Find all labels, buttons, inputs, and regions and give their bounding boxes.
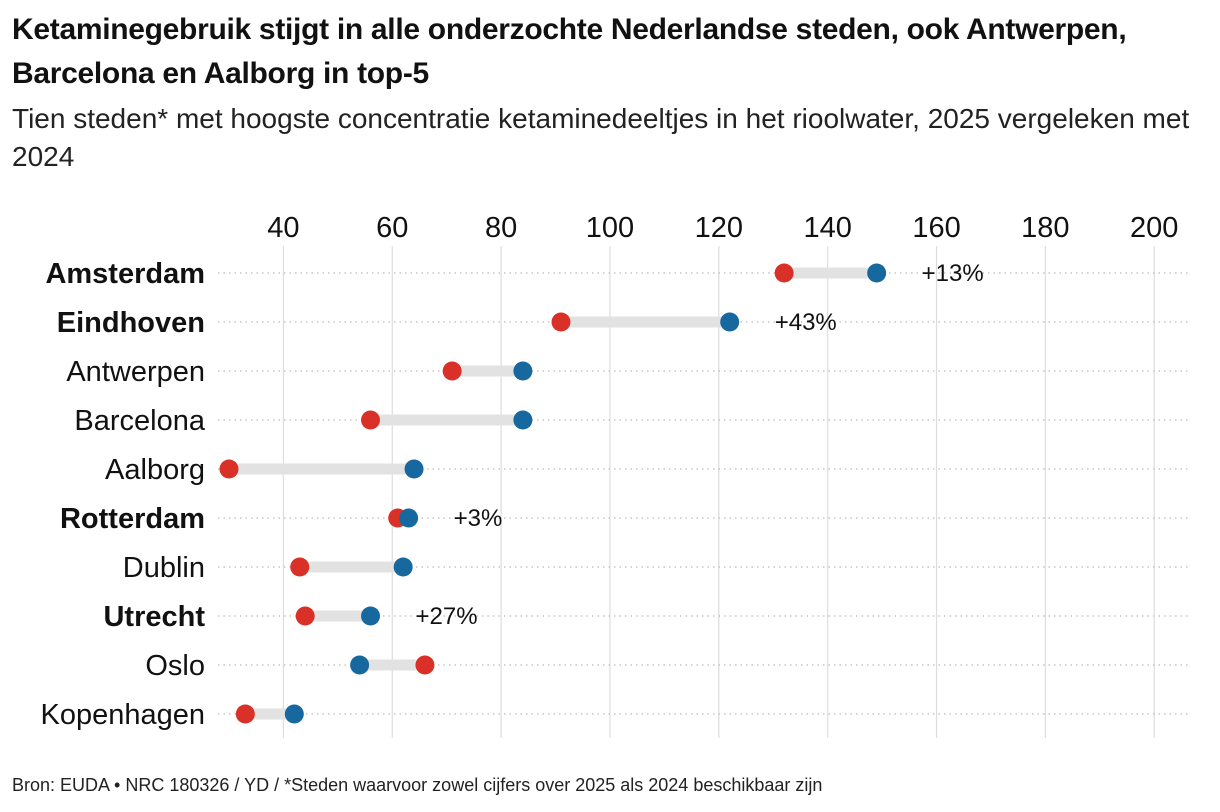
x-tick-label-60: 60 (376, 212, 408, 244)
dot-2024-barcelona (361, 410, 381, 430)
dot-2025-amsterdam (867, 263, 887, 283)
dot-2025-dublin (393, 557, 413, 577)
dot-2024-amsterdam (774, 263, 794, 283)
dot-2025-eindhoven (720, 312, 740, 332)
change-label-utrecht: +27% (416, 603, 478, 630)
x-tick-label-80: 80 (485, 212, 517, 244)
dumbbell-chart: 40 60 80 100 120 140 160 180 200 Amsterdam +13% Ein… (41, 212, 1190, 738)
dot-2025-aalborg (404, 459, 424, 479)
city-label-antwerpen: Antwerpen (66, 356, 205, 388)
x-tick-label-140: 140 (803, 212, 851, 244)
city-label-aalborg: Aalborg (105, 454, 205, 486)
dot-2025-barcelona (513, 410, 533, 430)
dot-2024-antwerpen (442, 361, 462, 381)
x-tick-label-180: 180 (1021, 212, 1069, 244)
city-label-barcelona: Barcelona (74, 405, 205, 437)
dot-2024-dublin (290, 557, 310, 577)
dot-2024-eindhoven (551, 312, 571, 332)
x-tick-label-100: 100 (586, 212, 634, 244)
city-label-kopenhagen: Kopenhagen (41, 699, 206, 731)
dot-2025-kopenhagen (284, 704, 304, 724)
change-label-eindhoven: +43% (775, 309, 837, 336)
source-note: Bron: EUDA • NRC 180326 / YD / *Steden w… (12, 775, 823, 795)
change-label-amsterdam: +13% (922, 260, 984, 287)
x-tick-label-200: 200 (1130, 212, 1178, 244)
city-label-amsterdam: Amsterdam (45, 258, 205, 290)
x-tick-label-160: 160 (912, 212, 960, 244)
dot-2024-kopenhagen (235, 704, 255, 724)
change-label-rotterdam: +3% (454, 505, 503, 532)
dot-2025-oslo (350, 655, 370, 675)
city-label-utrecht: Utrecht (103, 601, 205, 633)
dot-2024-aalborg (219, 459, 239, 479)
dot-2025-rotterdam (399, 508, 419, 528)
x-tick-label-40: 40 (267, 212, 299, 244)
city-label-oslo: Oslo (145, 650, 205, 682)
city-label-dublin: Dublin (123, 552, 205, 584)
city-label-rotterdam: Rotterdam (60, 503, 205, 535)
chart-subtitle: Tien steden* met hoogste concentratie ke… (12, 103, 1190, 172)
dot-2024-utrecht (295, 606, 315, 626)
city-label-eindhoven: Eindhoven (57, 307, 205, 339)
chart-title: Ketaminegebruik stijgt in alle onderzoch… (12, 13, 1127, 90)
dot-2025-antwerpen (513, 361, 533, 381)
dot-2025-utrecht (361, 606, 381, 626)
x-tick-label-120: 120 (695, 212, 743, 244)
dot-2024-oslo (415, 655, 435, 675)
